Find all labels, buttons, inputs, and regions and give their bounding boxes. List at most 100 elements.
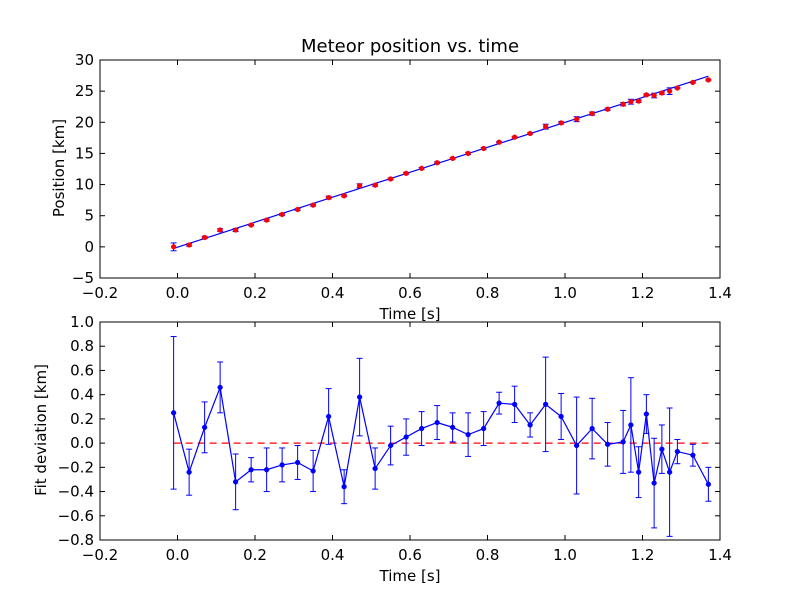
y-axis-label: Position [km] <box>50 119 68 217</box>
x-tick-label: −0.2 <box>82 546 118 564</box>
data-point <box>635 469 642 475</box>
data-point <box>542 401 549 408</box>
data-point <box>651 92 657 99</box>
x-tick-label: 1.4 <box>708 546 732 564</box>
data-point <box>604 441 611 447</box>
x-tick-label: 0.2 <box>243 546 267 564</box>
data-point <box>170 244 177 250</box>
data-point <box>186 469 192 475</box>
data-point <box>201 424 208 431</box>
data-point <box>310 468 316 474</box>
data-point <box>387 176 394 182</box>
data-point <box>496 400 502 406</box>
data-point <box>558 413 564 420</box>
data-point <box>434 160 440 166</box>
data-point <box>232 227 239 233</box>
data-point <box>690 452 696 458</box>
data-point <box>589 425 595 432</box>
x-tick-label: −0.2 <box>82 284 118 302</box>
data-point <box>418 425 425 432</box>
data-point <box>480 425 487 432</box>
x-tick-label: 0.0 <box>166 284 190 302</box>
x-axis-label: Time [s] <box>379 305 441 323</box>
data-point <box>659 446 665 452</box>
data-point <box>387 442 394 449</box>
data-point <box>511 401 518 408</box>
plot-frame <box>99 59 721 279</box>
data-point <box>294 206 301 213</box>
x-tick-label: 1.2 <box>631 546 655 564</box>
plot-frame <box>99 321 721 541</box>
data-point <box>217 227 223 233</box>
x-tick-label: 1.0 <box>553 546 577 564</box>
data-point <box>372 465 378 472</box>
x-tick-label: 0.6 <box>398 546 422 564</box>
data-point <box>465 150 471 157</box>
x-axis-label: Time [s] <box>379 567 441 585</box>
y-tick-label: 0.6 <box>70 361 94 379</box>
data-point <box>217 384 223 391</box>
y-tick-label: 0.4 <box>70 386 94 404</box>
y-axis-label: Fit deviation [km] <box>32 364 50 496</box>
x-tick-label: 1.4 <box>708 284 732 302</box>
data-point <box>372 182 378 188</box>
position-chart: Meteor position vs. time Time [s] Positi… <box>50 36 732 323</box>
data-point <box>558 120 564 126</box>
data-point <box>643 411 650 417</box>
data-point <box>248 467 254 473</box>
data-point <box>248 222 254 228</box>
data-point <box>356 394 363 400</box>
data-point <box>403 434 409 440</box>
y-tick-label: 0.0 <box>70 434 94 452</box>
data-point <box>279 211 285 218</box>
data-point <box>325 413 332 420</box>
data-point <box>573 442 580 449</box>
data-point <box>434 419 440 426</box>
y-tick-label: 1.0 <box>70 313 94 331</box>
data-point <box>403 170 409 177</box>
x-tick-label: 1.2 <box>631 284 655 302</box>
data-point <box>325 195 332 201</box>
chart-title: Meteor position vs. time <box>301 36 519 57</box>
y-tick-label: −0.2 <box>58 458 94 476</box>
data-point <box>201 234 208 241</box>
data-point <box>232 479 239 485</box>
data-point <box>589 110 595 117</box>
data-point <box>666 88 673 94</box>
x-tick-label: 1.0 <box>553 284 577 302</box>
data-point <box>170 410 177 416</box>
data-point <box>527 422 533 428</box>
data-point <box>651 480 657 486</box>
data-point <box>542 123 549 130</box>
y-tick-label: 0.8 <box>70 337 94 355</box>
y-tick-label: −5 <box>72 269 94 287</box>
data-point <box>628 422 634 428</box>
y-tick-label: 0.2 <box>70 410 94 428</box>
y-tick-label: 0 <box>84 238 94 256</box>
data-point <box>674 448 681 455</box>
data-point <box>511 134 518 140</box>
x-tick-label: 0.8 <box>476 284 500 302</box>
data-point <box>496 139 502 145</box>
x-tick-label: 0.0 <box>166 546 190 564</box>
data-point <box>620 101 626 107</box>
x-tick-label: 0.6 <box>398 284 422 302</box>
deviation-chart: Time [s] Fit deviation [km] −0.2 0.0 0.2 0.… <box>32 313 732 585</box>
data-point <box>449 155 456 162</box>
data-point <box>527 130 533 137</box>
y-tick-label: 30 <box>75 51 94 69</box>
fit-line <box>173 75 709 249</box>
data-point <box>643 92 650 98</box>
data-point <box>705 77 712 83</box>
y-tick-label: 25 <box>75 82 94 100</box>
data-point <box>705 481 712 487</box>
y-tick-label: 20 <box>75 113 94 131</box>
data-point <box>690 79 696 86</box>
data-point <box>356 183 363 189</box>
data-point <box>635 98 642 104</box>
data-point <box>186 242 192 248</box>
data-point <box>674 85 681 91</box>
data-point <box>659 90 665 96</box>
x-tick-label: 0.4 <box>321 546 345 564</box>
